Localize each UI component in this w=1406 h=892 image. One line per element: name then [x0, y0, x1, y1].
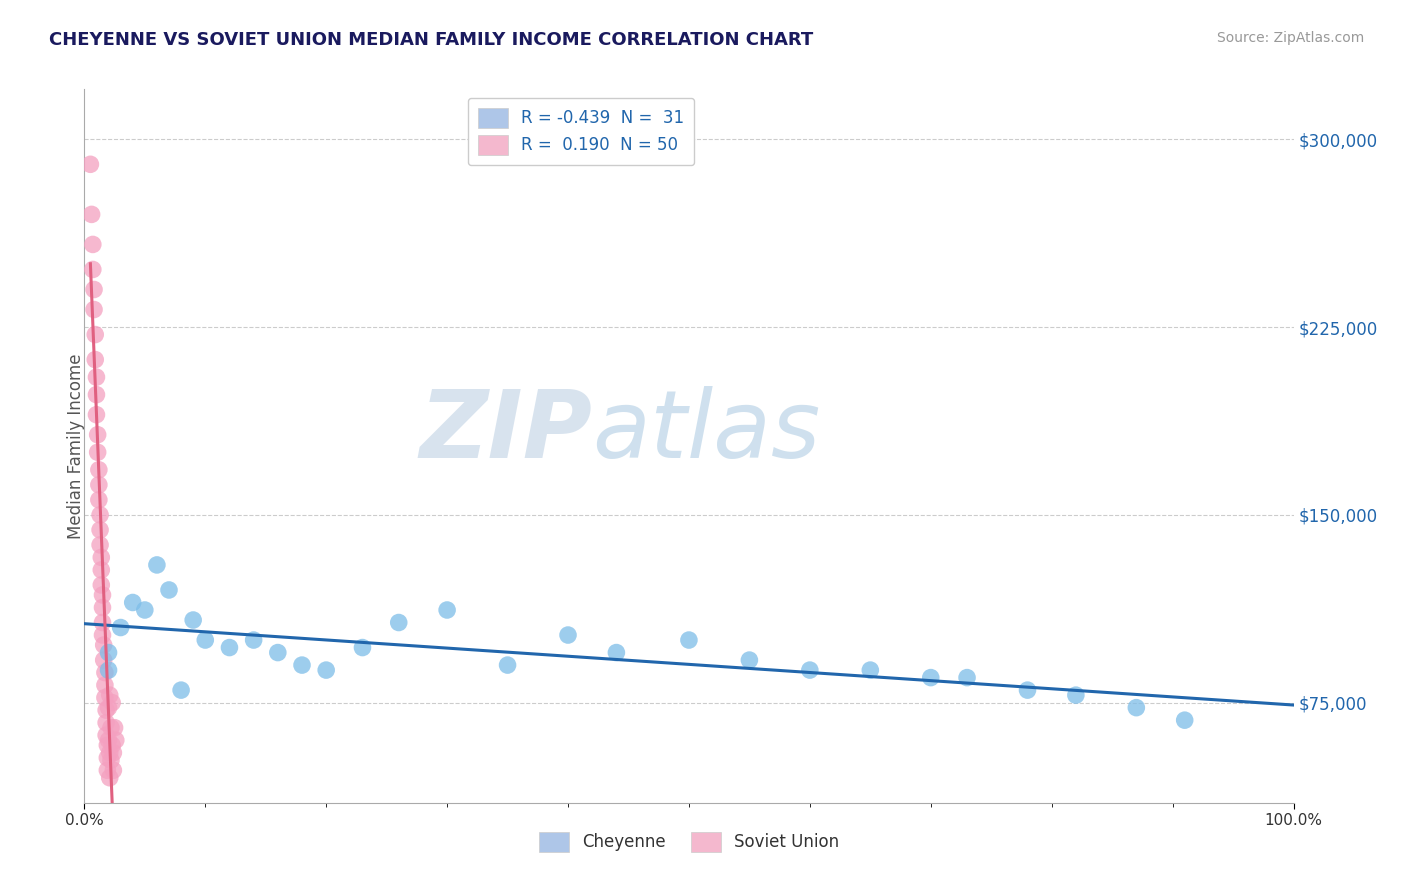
- Text: CHEYENNE VS SOVIET UNION MEDIAN FAMILY INCOME CORRELATION CHART: CHEYENNE VS SOVIET UNION MEDIAN FAMILY I…: [49, 31, 814, 49]
- Point: [96, 738, 118, 752]
- Point: [96, 750, 118, 764]
- Point: [91, 600, 114, 615]
- Point: [194, 633, 217, 648]
- Point: [86, 387, 108, 401]
- Point: [84, 352, 107, 367]
- Point: [436, 603, 458, 617]
- Point: [97, 663, 120, 677]
- Point: [557, 628, 579, 642]
- Point: [103, 764, 125, 778]
- Point: [93, 653, 115, 667]
- Point: [242, 633, 264, 648]
- Point: [82, 237, 104, 252]
- Point: [859, 663, 882, 677]
- Y-axis label: Median Family Income: Median Family Income: [67, 353, 84, 539]
- Point: [98, 746, 121, 760]
- Point: [86, 408, 108, 422]
- Point: [1064, 688, 1087, 702]
- Point: [97, 646, 120, 660]
- Point: [91, 615, 114, 630]
- Point: [96, 764, 118, 778]
- Point: [920, 671, 942, 685]
- Point: [94, 690, 117, 705]
- Point: [86, 445, 108, 459]
- Point: [83, 283, 105, 297]
- Point: [388, 615, 411, 630]
- Point: [84, 327, 107, 342]
- Point: [80, 207, 103, 221]
- Point: [97, 700, 120, 714]
- Point: [98, 688, 121, 702]
- Point: [110, 621, 132, 635]
- Point: [94, 703, 117, 717]
- Point: [267, 646, 290, 660]
- Point: [799, 663, 821, 677]
- Point: [218, 640, 240, 655]
- Point: [146, 558, 169, 572]
- Point: [94, 665, 117, 680]
- Point: [79, 157, 101, 171]
- Point: [86, 427, 108, 442]
- Point: [496, 658, 519, 673]
- Point: [1174, 713, 1197, 727]
- Point: [181, 613, 204, 627]
- Point: [94, 715, 117, 730]
- Point: [103, 746, 125, 760]
- Point: [104, 733, 127, 747]
- Point: [87, 478, 110, 492]
- Point: [956, 671, 979, 685]
- Point: [94, 728, 117, 742]
- Point: [291, 658, 314, 673]
- Point: [89, 538, 111, 552]
- Point: [315, 663, 337, 677]
- Point: [93, 638, 115, 652]
- Point: [89, 508, 111, 522]
- Point: [90, 550, 112, 565]
- Point: [104, 721, 127, 735]
- Point: [90, 578, 112, 592]
- Point: [738, 653, 761, 667]
- Point: [91, 628, 114, 642]
- Point: [90, 563, 112, 577]
- Point: [170, 683, 193, 698]
- Point: [101, 696, 124, 710]
- Point: [94, 678, 117, 692]
- Point: [157, 582, 180, 597]
- Point: [101, 738, 124, 752]
- Text: Source: ZipAtlas.com: Source: ZipAtlas.com: [1216, 31, 1364, 45]
- Point: [605, 646, 627, 660]
- Point: [678, 633, 700, 648]
- Point: [1017, 683, 1039, 698]
- Point: [352, 640, 374, 655]
- Point: [87, 492, 110, 507]
- Point: [97, 733, 120, 747]
- Point: [1125, 700, 1147, 714]
- Point: [98, 771, 121, 785]
- Point: [86, 370, 108, 384]
- Text: atlas: atlas: [592, 386, 821, 477]
- Point: [89, 523, 111, 537]
- Point: [134, 603, 156, 617]
- Point: [82, 262, 104, 277]
- Legend: Cheyenne, Soviet Union: Cheyenne, Soviet Union: [531, 825, 846, 859]
- Point: [91, 588, 114, 602]
- Point: [87, 463, 110, 477]
- Point: [121, 595, 143, 609]
- Text: ZIP: ZIP: [419, 385, 592, 478]
- Point: [100, 753, 122, 767]
- Point: [100, 721, 122, 735]
- Point: [83, 302, 105, 317]
